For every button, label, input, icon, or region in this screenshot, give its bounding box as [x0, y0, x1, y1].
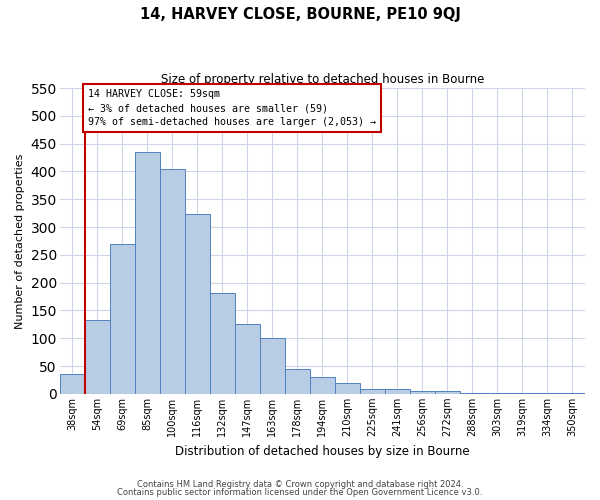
Bar: [110, 244, 135, 394]
Text: Contains HM Land Registry data © Crown copyright and database right 2024.: Contains HM Land Registry data © Crown c…: [137, 480, 463, 489]
Bar: [260, 338, 285, 394]
Bar: [535, 393, 560, 394]
X-axis label: Distribution of detached houses by size in Bourne: Distribution of detached houses by size …: [175, 444, 470, 458]
Bar: [335, 383, 360, 394]
Bar: [185, 214, 210, 394]
Bar: [310, 377, 335, 394]
Bar: [560, 393, 585, 394]
Bar: [410, 391, 435, 394]
Bar: [460, 393, 485, 394]
Bar: [385, 390, 410, 394]
Bar: [85, 320, 110, 394]
Text: Contains public sector information licensed under the Open Government Licence v3: Contains public sector information licen…: [118, 488, 482, 497]
Bar: [210, 292, 235, 394]
Bar: [360, 390, 385, 394]
Bar: [60, 374, 85, 394]
Bar: [435, 391, 460, 394]
Bar: [235, 324, 260, 394]
Bar: [135, 152, 160, 394]
Y-axis label: Number of detached properties: Number of detached properties: [15, 154, 25, 328]
Bar: [510, 393, 535, 394]
Bar: [285, 369, 310, 394]
Text: 14 HARVEY CLOSE: 59sqm
← 3% of detached houses are smaller (59)
97% of semi-deta: 14 HARVEY CLOSE: 59sqm ← 3% of detached …: [88, 89, 376, 127]
Bar: [160, 168, 185, 394]
Title: Size of property relative to detached houses in Bourne: Size of property relative to detached ho…: [161, 72, 484, 86]
Bar: [485, 393, 510, 394]
Text: 14, HARVEY CLOSE, BOURNE, PE10 9QJ: 14, HARVEY CLOSE, BOURNE, PE10 9QJ: [140, 8, 460, 22]
